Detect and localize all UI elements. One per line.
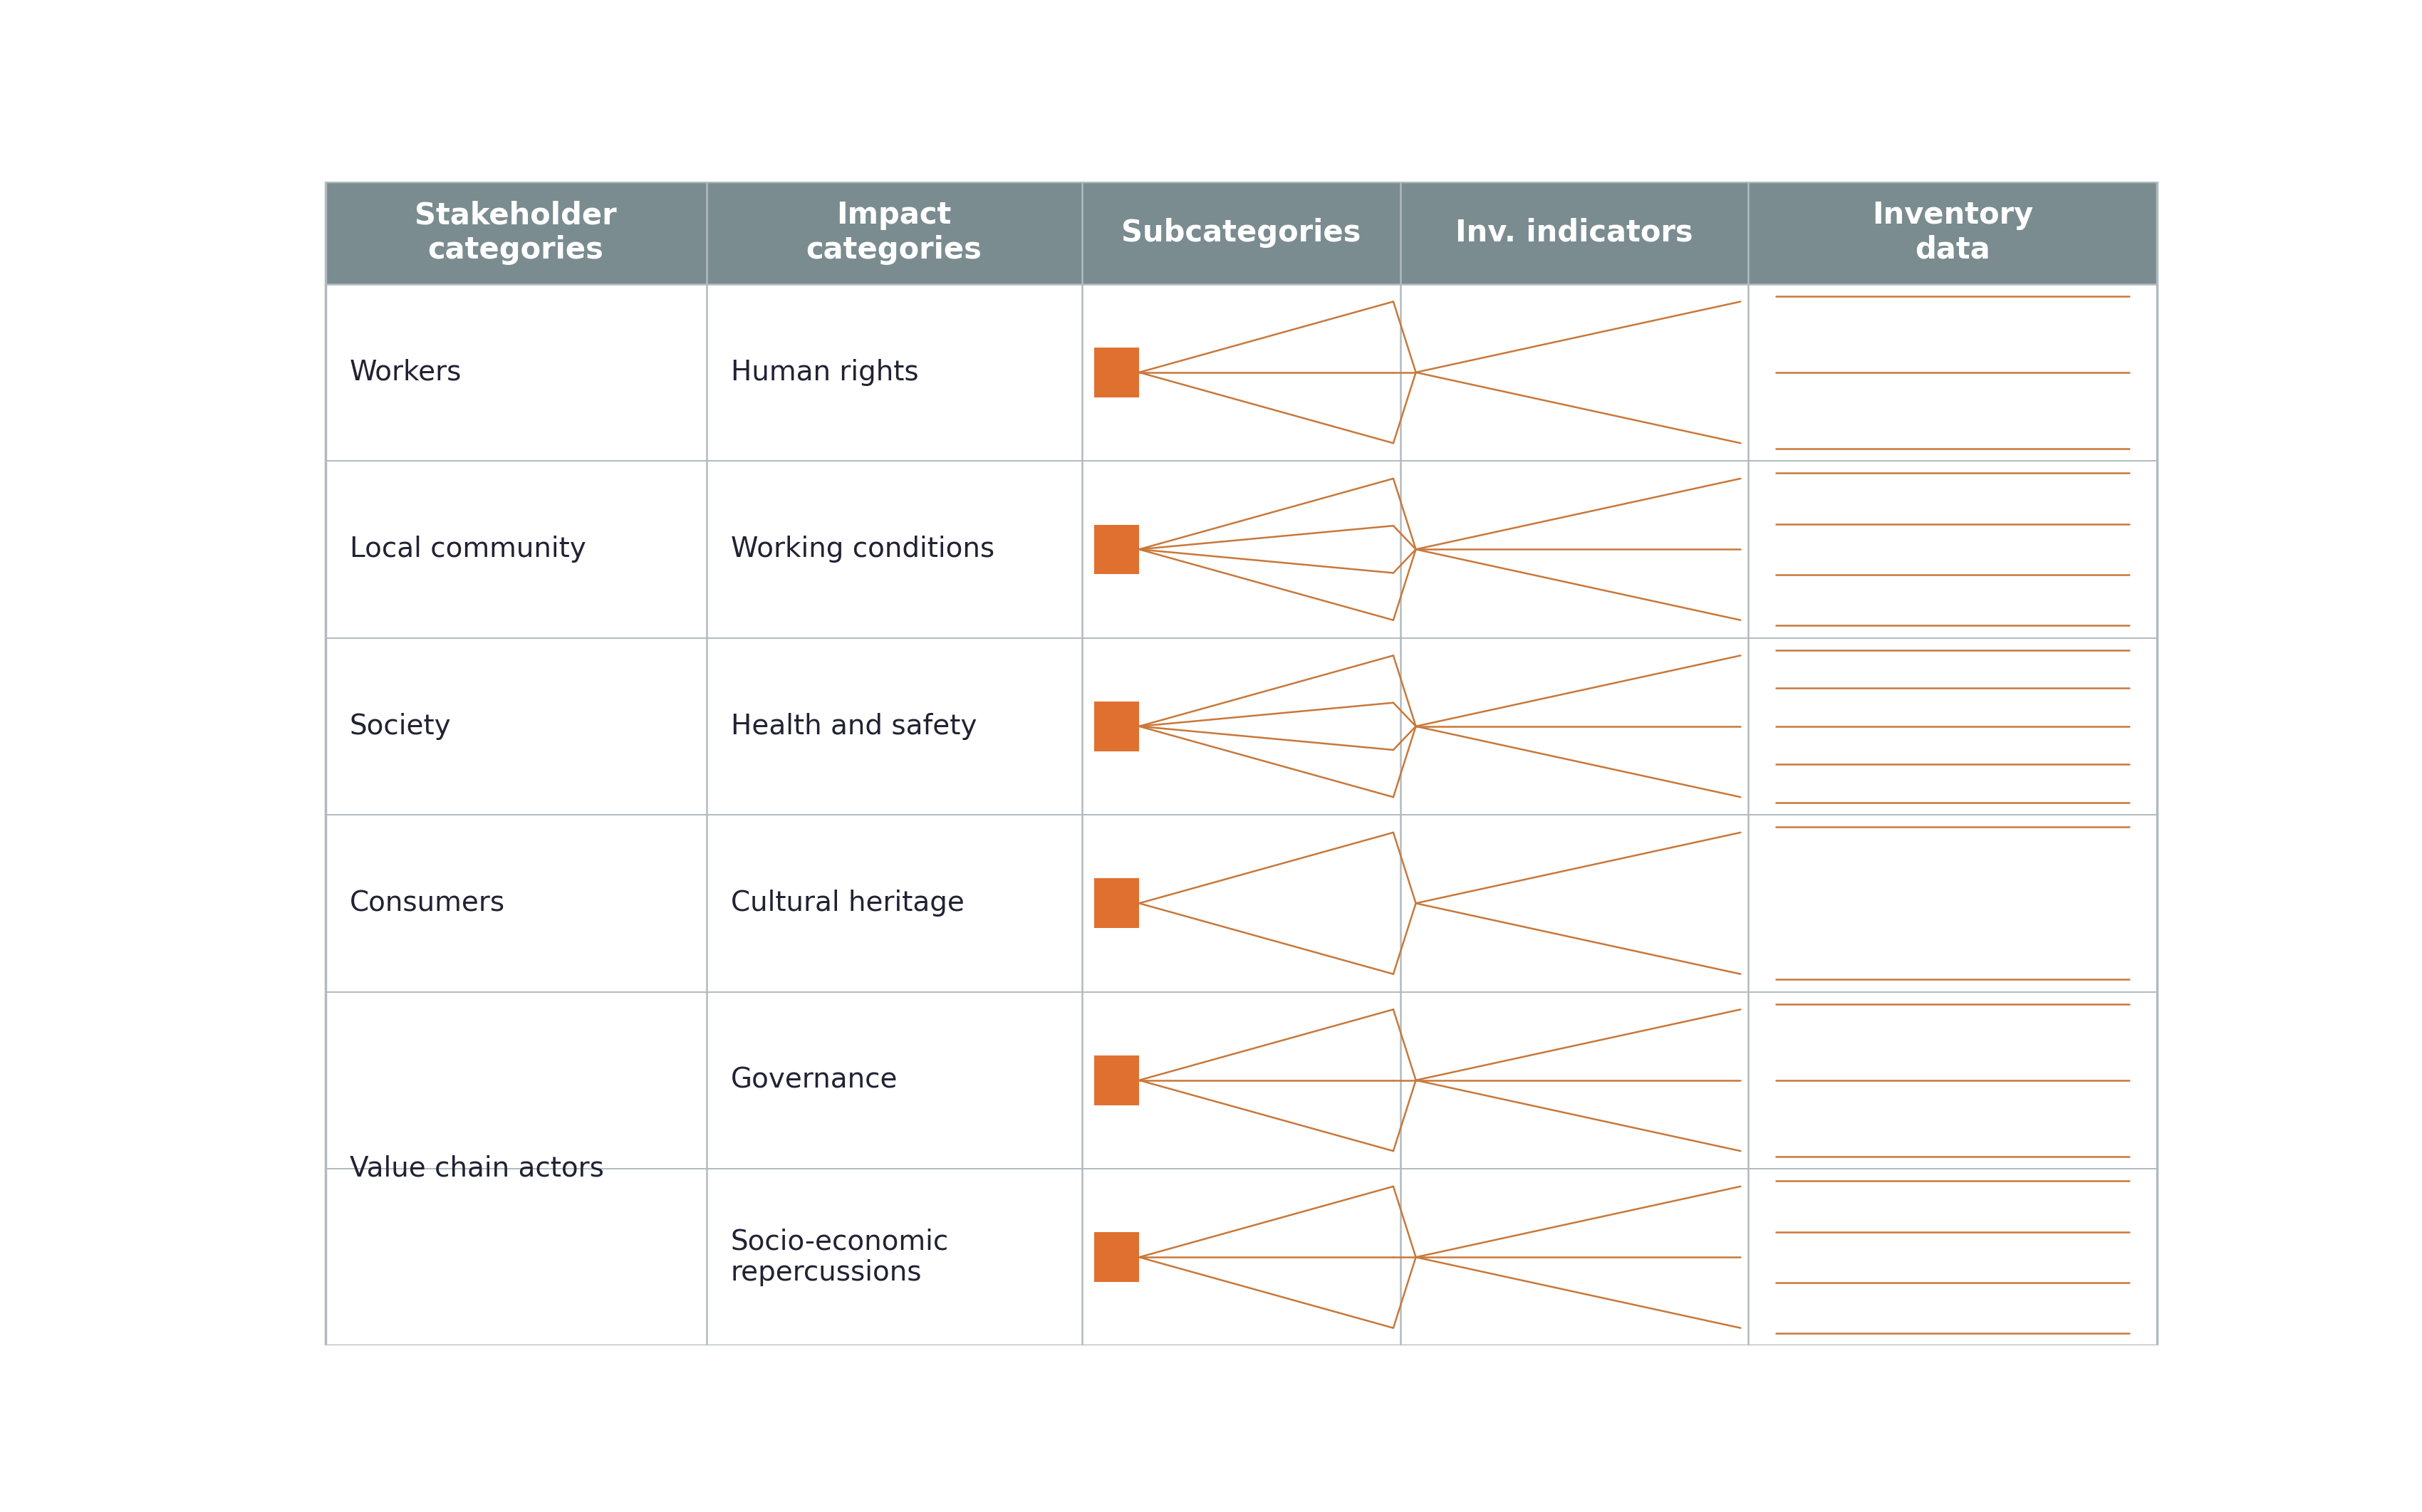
Text: Socio-economic
repercussions: Socio-economic repercussions <box>731 1228 949 1287</box>
Bar <box>1095 525 1138 575</box>
Text: Workers: Workers <box>349 358 463 386</box>
Text: Human rights: Human rights <box>731 358 918 386</box>
Text: Working conditions: Working conditions <box>731 535 995 562</box>
Text: Cultural heritage: Cultural heritage <box>731 889 964 916</box>
Text: Value chain actors: Value chain actors <box>349 1155 603 1182</box>
Text: Inv. indicators: Inv. indicators <box>1456 218 1693 248</box>
Bar <box>1095 878 1138 928</box>
Bar <box>1095 702 1138 751</box>
Text: Consumers: Consumers <box>349 889 506 916</box>
Text: Governance: Governance <box>731 1066 899 1093</box>
Bar <box>707 181 1083 284</box>
Bar <box>1095 1055 1138 1105</box>
Text: Stakeholder
categories: Stakeholder categories <box>414 201 618 265</box>
Text: Impact
categories: Impact categories <box>807 201 981 265</box>
Text: Local community: Local community <box>349 535 586 562</box>
Bar <box>1400 181 1749 284</box>
Bar <box>1749 181 2158 284</box>
Bar <box>1095 1232 1138 1282</box>
Text: Health and safety: Health and safety <box>731 712 976 739</box>
Bar <box>1083 181 1400 284</box>
Text: Society: Society <box>349 712 450 739</box>
Bar <box>1095 348 1138 398</box>
Bar <box>325 181 707 284</box>
Text: Inventory
data: Inventory data <box>1872 201 2032 265</box>
Text: Subcategories: Subcategories <box>1121 218 1361 248</box>
